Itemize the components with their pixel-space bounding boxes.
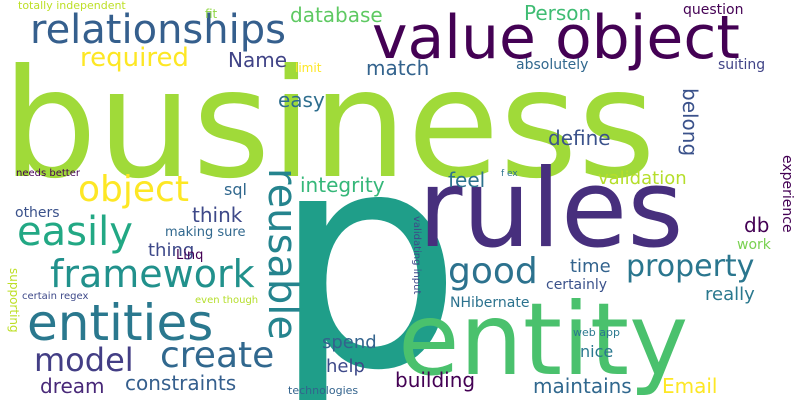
word-person: Person xyxy=(524,1,592,25)
word-nhibernate: NHibernate xyxy=(450,295,530,311)
word-name: Name xyxy=(228,48,288,72)
word-web-app: web app xyxy=(573,326,620,339)
word-good: good xyxy=(448,251,538,292)
word-feel: feel xyxy=(448,168,486,192)
word-question: question xyxy=(683,2,744,18)
word-supporting: supporting xyxy=(7,268,21,333)
word-building: building xyxy=(395,368,476,392)
word-match: match xyxy=(366,56,430,80)
word-object: object xyxy=(78,169,189,210)
word-help: help xyxy=(326,356,365,377)
word-making-sure: making sure xyxy=(165,225,246,240)
word-relationships: relationships xyxy=(30,7,286,53)
word-fit: fit xyxy=(205,7,218,21)
word-certainly: certainly xyxy=(546,277,608,293)
word-p: p xyxy=(272,87,463,400)
word-technologies: technologies xyxy=(288,384,359,397)
word-thing: thing xyxy=(148,240,195,261)
word-easy: easy xyxy=(278,88,325,112)
word-belong: belong xyxy=(678,88,702,157)
word-constraints: constraints xyxy=(125,371,237,395)
word-absolutely: absolutely xyxy=(516,57,589,73)
word-dream: dream xyxy=(40,374,105,398)
word-validation: validation xyxy=(598,168,687,189)
word-time: time xyxy=(570,256,611,277)
word-sql: sql xyxy=(224,180,247,199)
word-required: required xyxy=(80,43,189,73)
word-business: business xyxy=(2,38,656,212)
word-spend: spend xyxy=(322,332,377,353)
word-create: create xyxy=(160,335,275,376)
word-reusable: reusable xyxy=(259,168,305,340)
word-property: property xyxy=(626,249,755,284)
word-rules: rules xyxy=(418,147,684,272)
word-maintains: maintains xyxy=(533,374,632,398)
word-experience: experience xyxy=(779,155,795,233)
word-totally-independent: totally independent xyxy=(18,0,126,12)
word-db: db xyxy=(744,213,770,237)
word-easily: easily xyxy=(17,209,133,255)
word-f-ex: f ex xyxy=(501,169,518,179)
word-linq: Linq xyxy=(176,248,204,263)
word-certain-regex: certain regex xyxy=(22,291,89,302)
word-nice: nice xyxy=(580,342,614,361)
word-validating-input: validating input xyxy=(411,216,422,295)
word-entity: entity xyxy=(398,281,689,398)
word-limit: limit xyxy=(295,61,322,75)
word-think: think xyxy=(192,203,243,227)
word-database: database xyxy=(290,3,383,27)
word-integrity: integrity xyxy=(300,173,385,197)
word-email: Email xyxy=(662,374,718,398)
word-entities: entities xyxy=(27,294,214,352)
word-really: really xyxy=(705,284,755,305)
word-needs-better: needs better xyxy=(16,168,80,179)
word-even-though: even though xyxy=(195,295,259,306)
word-work: work xyxy=(737,237,771,253)
word-suiting: suiting xyxy=(718,57,766,73)
word-others: others xyxy=(15,205,60,221)
word-framework: framework xyxy=(50,252,255,296)
word-model: model xyxy=(34,341,134,379)
word-define: define xyxy=(548,126,611,150)
word-value-object: value object xyxy=(372,3,740,73)
